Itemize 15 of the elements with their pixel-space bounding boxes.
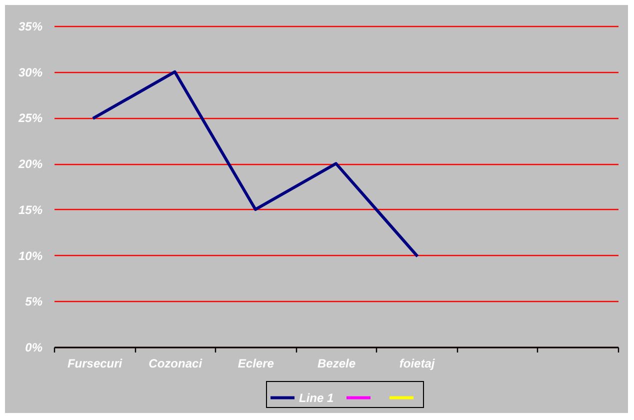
x-tick-label: Bezele xyxy=(317,356,356,370)
x-tick-label: foietaj xyxy=(399,356,436,370)
x-tick-label: Fursecuri xyxy=(67,356,123,370)
legend-label: Line 1 xyxy=(299,390,334,405)
y-tick-label: 35% xyxy=(18,20,43,34)
y-tick-label: 25% xyxy=(17,111,43,126)
y-tick-label: 20% xyxy=(17,157,43,172)
line-series xyxy=(92,70,418,257)
x-tick-label: Cozonaci xyxy=(148,356,203,370)
y-tick-label: 5% xyxy=(25,294,43,309)
y-tick-label: 0% xyxy=(25,340,43,354)
y-tick-label: 15% xyxy=(18,202,43,217)
y-tick-label: 10% xyxy=(18,248,43,263)
x-tick-label: Eclere xyxy=(238,356,274,370)
y-tick-label: 30% xyxy=(18,65,43,80)
